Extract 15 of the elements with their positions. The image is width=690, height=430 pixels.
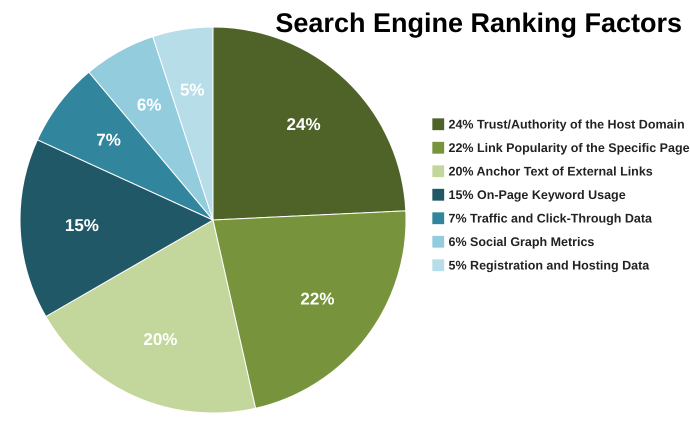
legend-label: 7% Traffic and Click-Through Data (448, 211, 654, 226)
data-label: 22% (300, 289, 334, 308)
data-label: 24% (286, 115, 321, 134)
data-label: 6% (136, 95, 162, 114)
legend-label: 6% Social Graph Metrics (448, 234, 594, 249)
chart-title: Search Engine Ranking Factors (275, 8, 682, 38)
legend-label: 5% Registration and Hosting Data (448, 258, 650, 272)
data-label: 7% (96, 130, 121, 150)
legend-label: 20% Anchor Text of External Links (448, 164, 653, 178)
legend-label: 22% Link Popularity of the Specific Page (448, 140, 690, 155)
legend-label: 24% Trust/Authority of the Host Domain (448, 117, 685, 132)
data-label: 5% (180, 80, 205, 100)
data-label: 15% (64, 216, 99, 236)
data-label: 20% (143, 330, 178, 350)
legend-label: 15% On-Page Keyword Usage (448, 188, 626, 202)
